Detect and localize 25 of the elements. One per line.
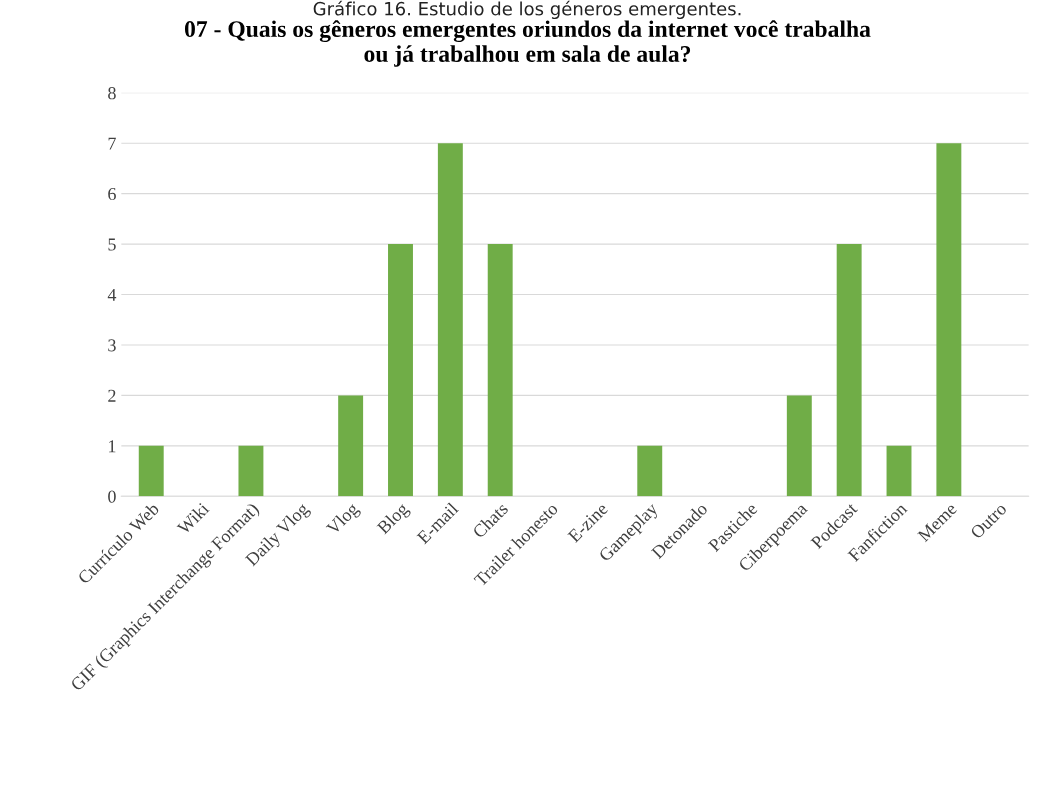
x-tick-label: Vlog [325,501,363,539]
bar [487,244,513,497]
y-tick-label: 5 [108,238,116,251]
bar [936,143,962,497]
bar [786,395,812,497]
y-tick-label: 6 [108,187,116,201]
bar [437,143,463,497]
bar [138,445,164,497]
y-tick-label: 3 [108,339,116,352]
y-tick-label: 4 [107,288,117,301]
bar [238,445,264,497]
bar [836,244,862,497]
bar [338,395,364,497]
bar [637,445,663,497]
text: Gráfico 16. Estudio de los géneros emergentes. [313,0,741,19]
bar [886,445,912,497]
x-tick-label: Wiki [176,501,210,536]
bar [388,244,413,497]
y-tick-label: 8 [108,87,116,100]
chart-title: 07 - Quais os gêneros emergentes oriundos da internet você trabalha ou já trabalhou em sala de aula? [184,20,871,67]
y-tick-label: 2 [108,389,116,402]
y-tick-label: 1 [109,440,116,453]
y-tick-label: 7 [108,137,116,150]
y-tick-label: 0 [108,490,116,503]
x-tick-label: Blog [376,501,412,538]
